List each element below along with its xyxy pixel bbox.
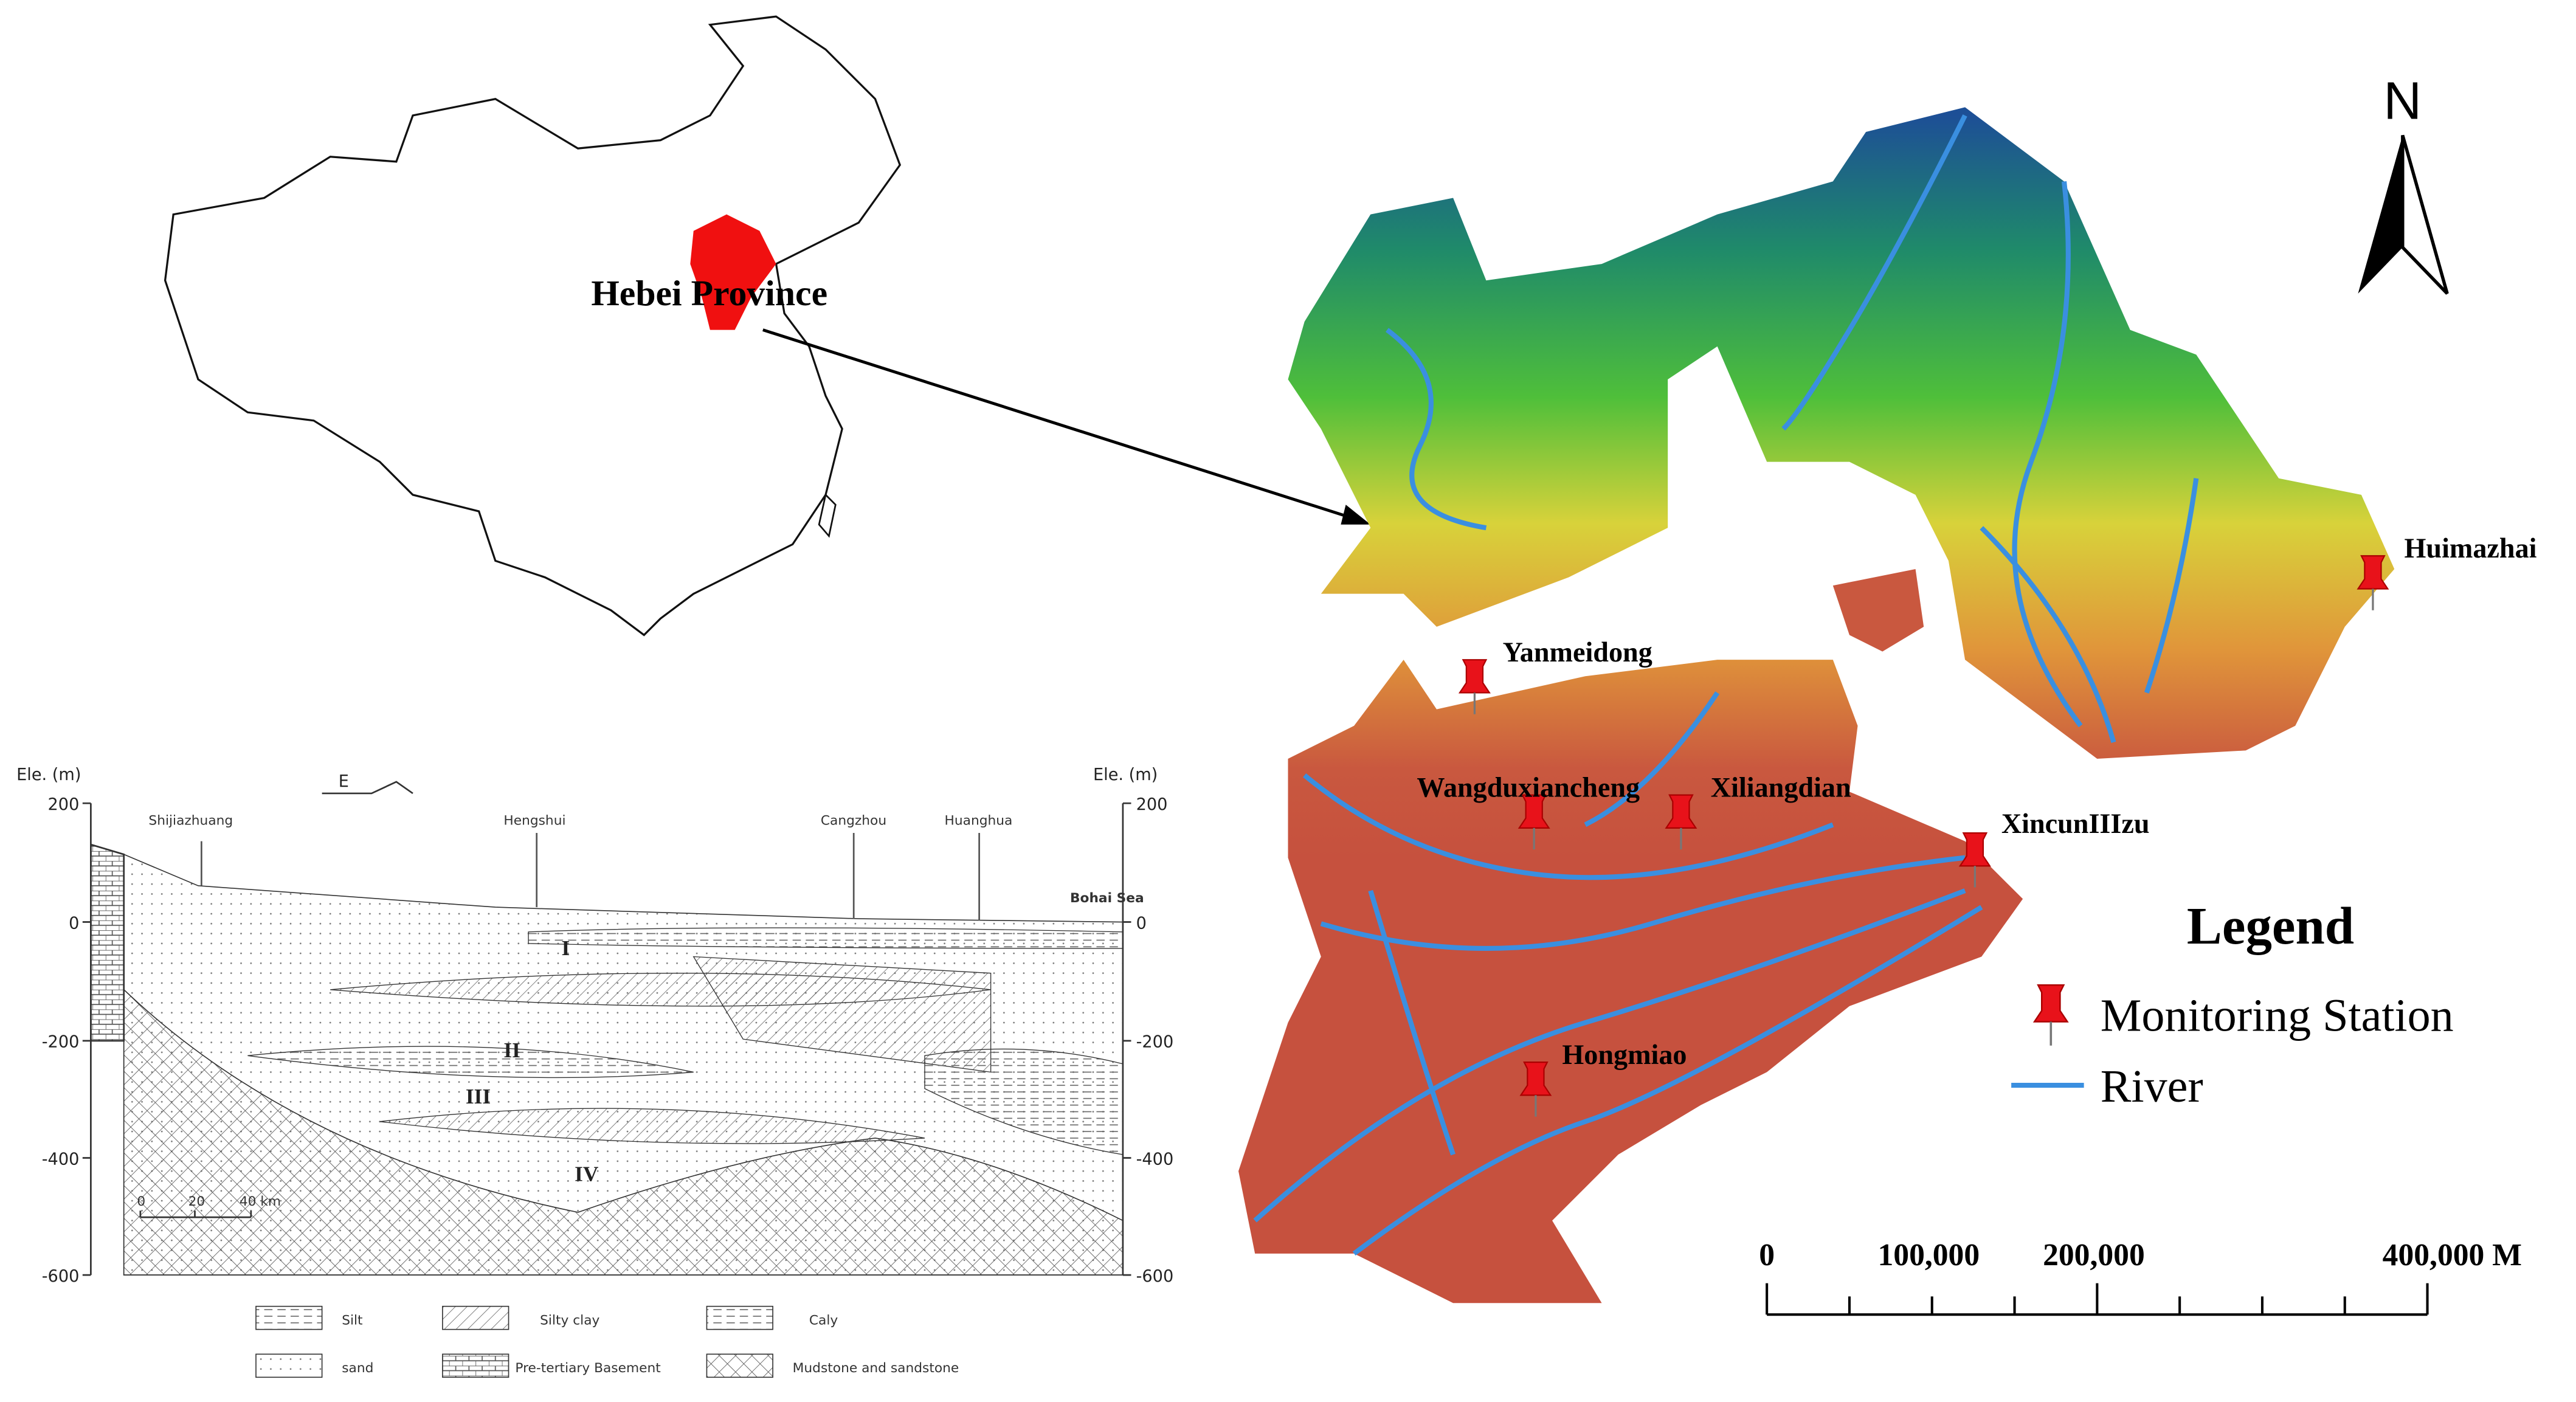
legend-label: sand xyxy=(342,1361,373,1376)
unit-label: III xyxy=(466,1085,491,1108)
hebei-enclave xyxy=(1832,568,1924,652)
swatch-silty-clay xyxy=(442,1305,509,1330)
dem-map: Yanmeidong Wangduxiancheng Xiliangdian X… xyxy=(1238,71,2537,1316)
river xyxy=(2012,181,2083,728)
unit-label: I xyxy=(561,936,570,960)
scale-label: 100,000 xyxy=(1877,1238,1980,1273)
tick-label: 0 xyxy=(69,914,79,933)
km-label: 20 xyxy=(188,1194,205,1209)
river xyxy=(1303,773,1834,880)
swatch-caly xyxy=(706,1305,773,1330)
legend-label: Mudstone and sandstone xyxy=(793,1361,959,1376)
tick-label: 0 xyxy=(1136,914,1147,933)
legend-title: Legend xyxy=(2187,897,2354,955)
river xyxy=(1980,526,2116,743)
stations: Yanmeidong Wangduxiancheng Xiliangdian X… xyxy=(1417,533,2537,1118)
hebei-north xyxy=(1288,107,2395,759)
axes xyxy=(90,803,1124,1276)
scale-label: 400,000 M xyxy=(2383,1238,2522,1273)
swatch-mudstone xyxy=(706,1353,773,1378)
river xyxy=(1352,905,1983,1256)
layer-clay xyxy=(379,1108,925,1144)
scale-bar xyxy=(1766,1283,2429,1316)
river xyxy=(1584,691,1720,827)
river xyxy=(1781,114,1967,431)
legend-item: River xyxy=(2101,1061,2203,1112)
station-label: Xiliangdian xyxy=(1711,772,1851,803)
legend-label: Silt xyxy=(342,1313,362,1328)
unit-label: IV xyxy=(575,1162,599,1186)
tick-label: 200 xyxy=(1136,795,1168,814)
inset-map: Hebei Province xyxy=(164,15,1371,637)
taiwan xyxy=(818,493,837,538)
tick-label: 200 xyxy=(48,795,80,814)
direction-label: E xyxy=(339,772,349,791)
ticks xyxy=(82,802,1131,1276)
scale-line xyxy=(1766,1283,2429,1316)
km-scale xyxy=(139,1210,252,1218)
place-label: Hengshui xyxy=(503,813,565,828)
tick-label: -400 xyxy=(42,1150,80,1169)
hebei-south xyxy=(1238,660,2023,1304)
river xyxy=(1386,328,1487,531)
basement xyxy=(123,988,1124,1276)
north-arrow-left xyxy=(2358,135,2403,294)
legend-label: Silty clay xyxy=(540,1313,599,1328)
swatch-sand xyxy=(255,1353,323,1378)
station-label: XincunIIIzu xyxy=(2001,808,2150,839)
place-label: Huanghua xyxy=(945,813,1013,828)
swatch-basement xyxy=(442,1353,509,1378)
scale-label: 200,000 xyxy=(2043,1238,2145,1273)
north-arrow: N xyxy=(2358,71,2449,295)
tick-label: -400 xyxy=(1136,1150,1174,1169)
tick-label: -200 xyxy=(1136,1033,1174,1052)
legend-pin xyxy=(2033,984,2069,1047)
tick-label: -600 xyxy=(1136,1267,1174,1286)
unit-label: II xyxy=(503,1038,520,1062)
scale-label: 0 xyxy=(1759,1238,1775,1273)
station-label: Yanmeidong xyxy=(1503,637,1652,668)
inset-label: Hebei Province xyxy=(591,273,827,313)
cross-section: Ele. (m) Ele. (m) 200 0 -200 -400 -600 2… xyxy=(16,765,1174,1378)
rivers xyxy=(1253,114,2199,1256)
sea-label: Bohai Sea xyxy=(1070,891,1144,906)
legend: Legend Monitoring Station River xyxy=(2011,897,2454,1112)
legend-label: Pre-tertiary Basement xyxy=(515,1361,660,1376)
basement-block xyxy=(90,843,125,1042)
swatch-silt xyxy=(255,1305,323,1330)
axis-title: Ele. (m) xyxy=(1093,765,1158,784)
station-label: Wangduxiancheng xyxy=(1417,772,1640,803)
station-label: Huimazhai xyxy=(2405,533,2537,564)
north-label: N xyxy=(2383,71,2422,130)
km-label: 40 km xyxy=(240,1194,281,1209)
arrow xyxy=(762,328,1363,523)
hebei-inset xyxy=(690,214,776,330)
place-leaders xyxy=(200,833,980,920)
tick-label: -200 xyxy=(42,1033,80,1052)
section-legend xyxy=(255,1305,773,1378)
axis-title: Ele. (m) xyxy=(16,765,81,784)
china-outline xyxy=(164,15,902,637)
river xyxy=(2144,478,2199,694)
legend-item: Monitoring Station xyxy=(2101,990,2454,1041)
place-label: Shijiazhuang xyxy=(148,813,233,828)
river xyxy=(1253,888,1966,1223)
scale-labels: 0 100,000 200,000 400,000 M xyxy=(1759,1238,2522,1273)
layer-silt xyxy=(528,927,1124,949)
legend-label: Caly xyxy=(809,1313,838,1328)
north-arrow-right xyxy=(2401,134,2449,295)
direction-arrow xyxy=(322,781,413,795)
tick-label: -600 xyxy=(42,1267,80,1286)
river xyxy=(1320,855,1966,951)
layer-caly xyxy=(247,1046,694,1079)
arrow-head xyxy=(1341,505,1371,525)
km-label: 0 xyxy=(137,1194,145,1209)
station-label: Hongmiao xyxy=(1562,1039,1687,1070)
place-label: Cangzhou xyxy=(821,813,886,828)
river xyxy=(1368,889,1455,1156)
